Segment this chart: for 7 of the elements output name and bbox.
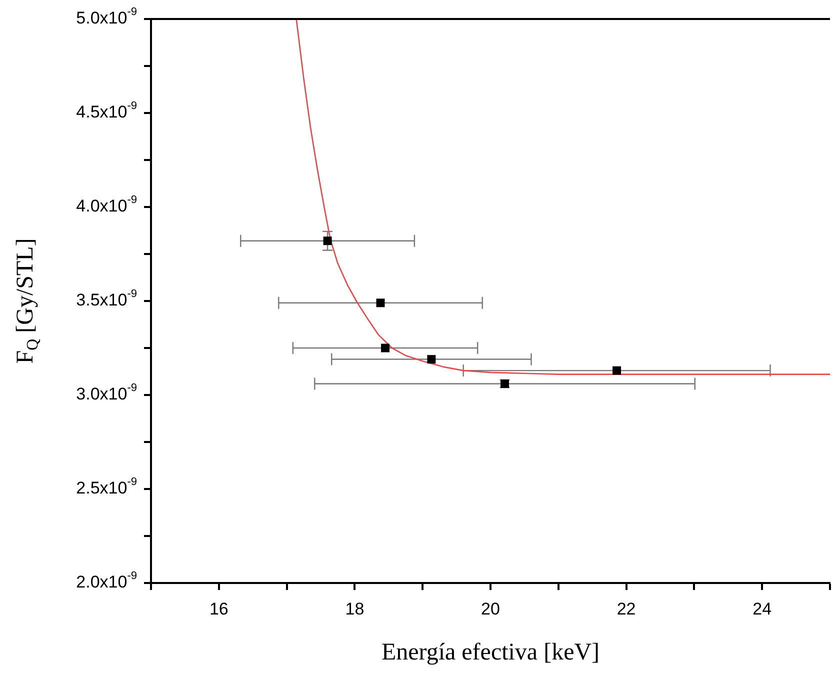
x-tick-label: 24 — [752, 600, 772, 619]
y-axis-title: FQ [Gy/STL] — [12, 238, 42, 364]
x-tick-label: 22 — [616, 600, 636, 619]
x-tick-label: 16 — [209, 600, 228, 619]
x-tick-label: 18 — [345, 600, 364, 619]
x-tick-label: 20 — [481, 600, 500, 619]
x-axis-title: Energía efectiva [keV] — [381, 639, 600, 666]
